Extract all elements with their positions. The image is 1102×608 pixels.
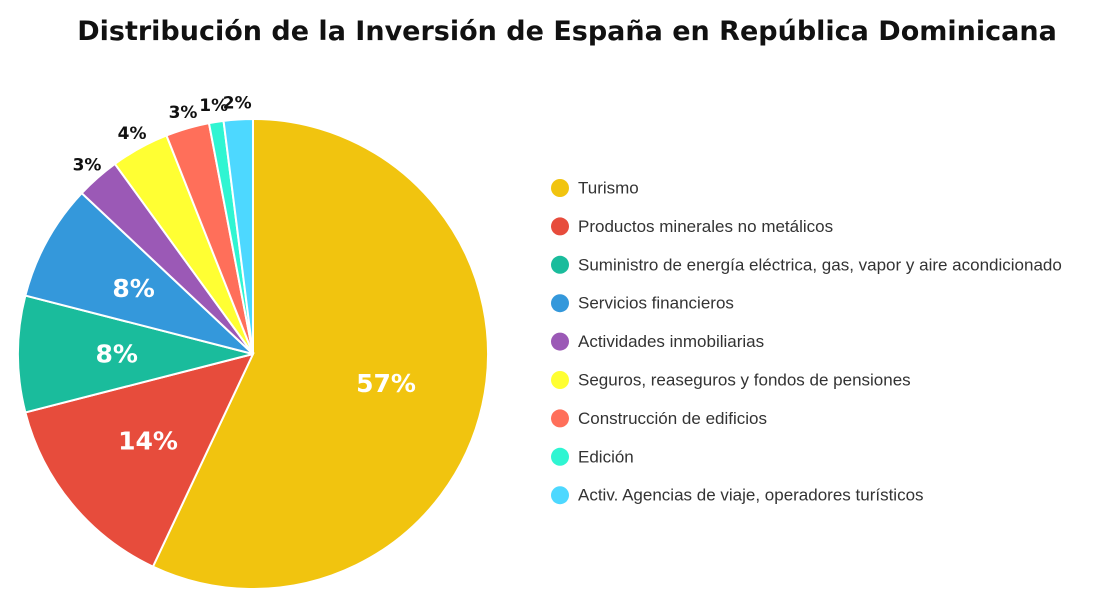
pie-slice-labels: 57%14%8%8%3%4%3% 1%2% bbox=[73, 94, 416, 456]
pie-slice bbox=[16, 294, 254, 414]
slice-percent-label: 3% bbox=[73, 156, 102, 176]
legend-swatch bbox=[551, 255, 569, 274]
chart-title: Distribución de la Inversión de España e… bbox=[77, 16, 1057, 47]
legend-label: Suministro de energía eléctrica, gas, va… bbox=[578, 255, 1062, 274]
legend: Turismo Productos minerales no metálicos S… bbox=[551, 179, 1062, 505]
legend-swatch bbox=[551, 486, 569, 505]
legend-item: Seguros, reaseguros y fondos de pensione… bbox=[551, 371, 911, 390]
pie-slices bbox=[16, 117, 490, 590]
legend-label: Activ. Agencias de viaje, operadores tur… bbox=[578, 486, 924, 505]
legend-item: Actividades inmobiliarias bbox=[551, 332, 764, 351]
legend-item: Activ. Agencias de viaje, operadores tur… bbox=[551, 486, 924, 505]
legend-item: Servicios financieros bbox=[551, 294, 734, 313]
pie-slice bbox=[222, 117, 254, 355]
legend-label: Seguros, reaseguros y fondos de pensione… bbox=[578, 371, 911, 390]
slice-percent-label: 14% bbox=[118, 426, 178, 455]
slice-percent-label: 8% bbox=[95, 340, 137, 369]
legend-swatch bbox=[551, 409, 569, 428]
legend-swatch bbox=[551, 332, 569, 351]
pie-slice bbox=[151, 117, 490, 590]
legend-swatch bbox=[551, 217, 569, 236]
slice-percent-label: 57% bbox=[356, 369, 416, 398]
legend-item: Productos minerales no metálicos bbox=[551, 217, 833, 236]
slice-percent-label: 2% bbox=[223, 94, 252, 114]
legend-label: Construcción de edificios bbox=[578, 409, 767, 428]
legend-swatch bbox=[551, 447, 569, 466]
legend-item: Turismo bbox=[551, 179, 639, 198]
legend-swatch bbox=[551, 179, 569, 197]
legend-item: Construcción de edificios bbox=[551, 409, 767, 428]
slice-percent-label: 3% bbox=[169, 103, 198, 123]
legend-label: Turismo bbox=[578, 179, 639, 198]
pie-slice bbox=[24, 352, 255, 568]
legend-swatch bbox=[551, 371, 569, 389]
legend-label: Edición bbox=[578, 447, 634, 466]
slice-percent-label: 4% bbox=[118, 124, 147, 144]
pie-slice bbox=[24, 191, 254, 355]
slice-percent-label: 8% bbox=[112, 274, 154, 303]
legend-item: Suministro de energía eléctrica, gas, va… bbox=[551, 255, 1062, 274]
legend-swatch bbox=[551, 294, 569, 313]
legend-item: Edición bbox=[551, 447, 634, 466]
legend-label: Servicios financieros bbox=[578, 294, 734, 313]
legend-label: Productos minerales no metálicos bbox=[578, 217, 833, 236]
slice-percent-label: 1% bbox=[199, 96, 228, 116]
legend-label: Actividades inmobiliarias bbox=[578, 332, 764, 351]
